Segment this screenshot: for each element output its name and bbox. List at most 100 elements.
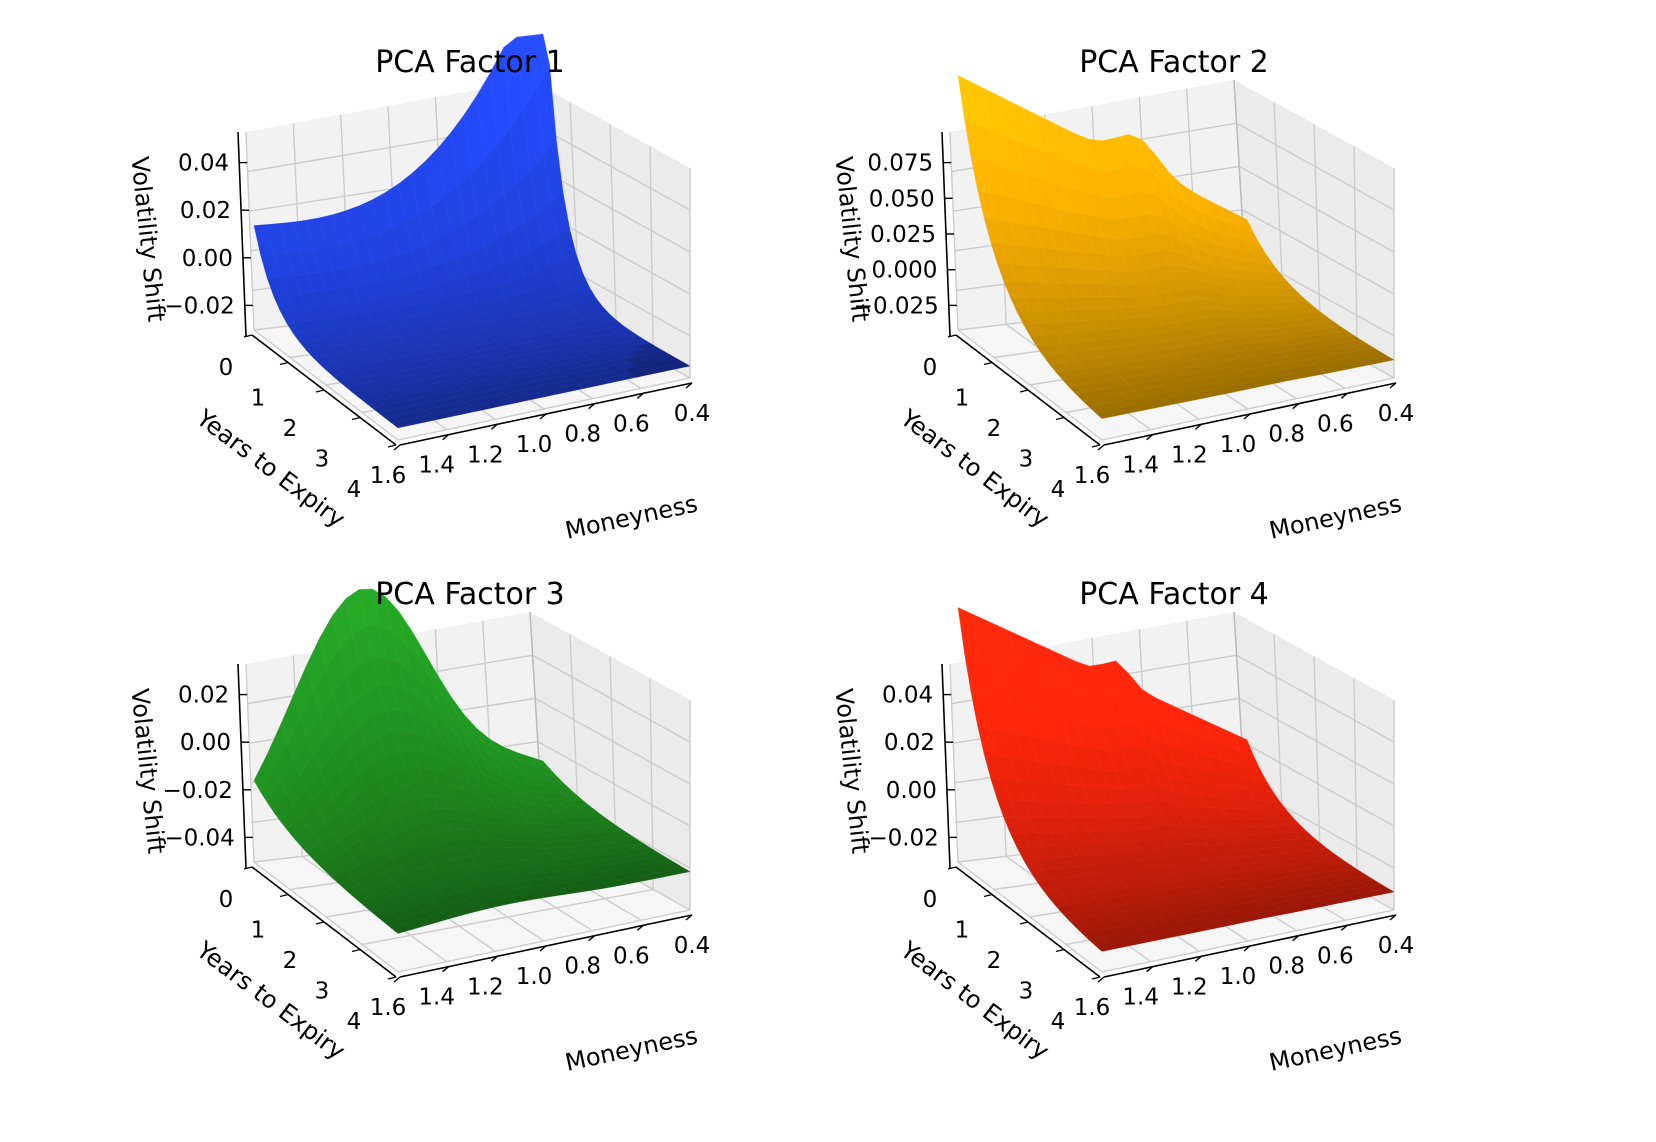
y-tick-label: 3 [1019,447,1034,473]
y-tick-label: 1 [955,918,970,944]
x-tick [1389,382,1397,389]
y-tick-label: 3 [1019,979,1034,1005]
z-tick-label: 0.04 [178,151,229,177]
y-tick [351,948,361,953]
z-axis-label: Volatility Shift [829,155,874,323]
x-tick-label: 0.4 [674,401,711,427]
x-tick-label: 0.6 [1317,411,1354,437]
x-tick-label: 0.8 [564,422,601,448]
x-tick-label: 1.0 [1220,432,1257,458]
y-tick-label: 0 [923,355,938,381]
x-tick [393,976,401,983]
grid-line [1313,655,1322,870]
x-tick [1389,914,1397,921]
y-tick-label: 1 [251,918,266,944]
z-tick-label: 0.075 [867,151,933,177]
x-tick-label: 1.0 [516,964,553,990]
y-tick-label: 2 [987,416,1002,442]
y-tick [315,921,325,925]
y-tick [279,893,289,898]
z-tick-label: 0.050 [869,186,935,212]
x-tick [1340,924,1348,931]
x-tick-label: 0.8 [1268,954,1305,980]
x-tick [1097,444,1105,451]
grid-line [1353,145,1358,358]
y-tick-label: 4 [1051,477,1066,503]
chart-title: PCA Factor 1 [375,45,565,80]
z-axis-label: Volatility Shift [125,687,170,855]
x-tick [442,434,450,441]
x-tick-label: 1.0 [516,432,553,458]
z-axis-line [237,131,247,337]
x-tick-label: 0.4 [1378,401,1415,427]
y-tick [1019,389,1029,393]
grid-line [245,131,255,331]
x-tick [1097,976,1105,983]
surface [253,588,691,934]
y-tick-label: 0 [219,887,234,913]
y-tick [351,416,361,421]
x-tick-label: 1.0 [1220,964,1257,990]
x-axis-label: Moneyness [563,1021,700,1076]
x-tick [393,444,401,451]
y-tick-label: 0 [923,887,938,913]
x-tick [1146,966,1154,973]
x-tick [539,413,547,420]
x-tick-label: 0.4 [674,933,711,959]
x-tick-label: 0.6 [1317,943,1354,969]
y-tick [1055,948,1065,953]
z-axis-line [941,663,951,869]
y-tick [983,893,993,898]
surface-patch [669,867,691,875]
x-tick-label: 1.4 [1122,985,1159,1011]
chart-title: PCA Factor 3 [375,577,565,612]
y-tick-label: 0 [219,355,234,381]
z-tick-label: 0.02 [884,730,935,756]
x-tick [636,924,644,931]
x-tick [1243,945,1251,952]
x-tick-label: 0.4 [1378,933,1415,959]
x-tick-label: 0.8 [564,954,601,980]
x-axis-label: Moneyness [1267,1021,1404,1076]
grid-line [949,663,959,863]
x-tick-label: 1.6 [370,995,407,1021]
y-tick [315,389,325,393]
y-tick-label: 2 [283,416,298,442]
x-tick [1194,423,1202,430]
y-tick [243,334,253,338]
z-tick-label: 0.00 [180,730,231,756]
y-tick-label: 4 [1051,1009,1066,1035]
x-axis-label: Moneyness [1267,489,1404,544]
surface-patch [1373,887,1395,895]
x-tick-label: 0.8 [1268,422,1305,448]
surface [957,74,1395,419]
y-tick [1019,921,1029,925]
y-tick [387,444,397,448]
grid-line [361,888,654,946]
y-tick-label: 1 [251,386,266,412]
x-tick [588,935,596,942]
y-tick [947,866,957,870]
y-tick [983,361,993,366]
grid-line [1101,377,1395,441]
grid-line [397,377,691,441]
chart-title: PCA Factor 4 [1079,577,1269,612]
x-tick-label: 1.4 [418,453,455,479]
x-tick-label: 0.6 [613,411,650,437]
y-tick [1055,416,1065,421]
x-tick [685,914,693,921]
y-tick-label: 4 [347,477,362,503]
x-tick [1292,935,1300,942]
grid-line [949,131,959,331]
x-tick-label: 1.2 [467,442,504,468]
x-tick [1340,392,1348,399]
y-tick-label: 3 [315,979,330,1005]
grid-line [609,123,618,338]
x-tick [1146,434,1154,441]
x-tick [539,945,547,952]
z-tick-label: 0.00 [182,246,233,272]
x-tick-label: 1.6 [370,463,407,489]
